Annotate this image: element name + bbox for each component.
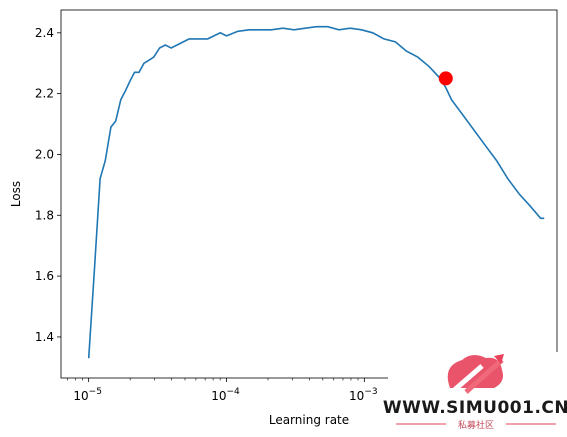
x-tick-label: 10−4 <box>211 387 240 403</box>
suggested-lr-point <box>438 71 453 86</box>
y-tick-label: 2.2 <box>35 87 54 101</box>
watermark-text: WWW.SIMU001.CN <box>383 398 567 418</box>
y-axis-title: Loss <box>9 181 23 207</box>
loss-series-line <box>87 25 545 359</box>
y-tick-label: 1.4 <box>35 330 54 344</box>
x-tick-label: 10−3 <box>349 387 378 403</box>
y-tick-label: 1.8 <box>35 208 54 222</box>
plot-area <box>61 10 557 378</box>
tick-labels: 1.4 1.6 1.8 2.0 2.2 2.4 10−5 10−4 10−3 <box>35 26 378 403</box>
watermark: WWW.SIMU001.CN 私募社区 <box>383 352 567 437</box>
y-tick-label: 2.0 <box>35 147 54 161</box>
watermark-subtitle: 私募社区 <box>458 419 494 431</box>
y-tick-label: 2.4 <box>35 26 54 40</box>
plot-frame <box>60 9 558 379</box>
x-axis-title: Learning rate <box>269 413 349 427</box>
watermark-logo-icon <box>447 354 504 394</box>
y-tick-label: 1.6 <box>35 269 54 283</box>
x-tick-label: 10−5 <box>73 387 102 403</box>
